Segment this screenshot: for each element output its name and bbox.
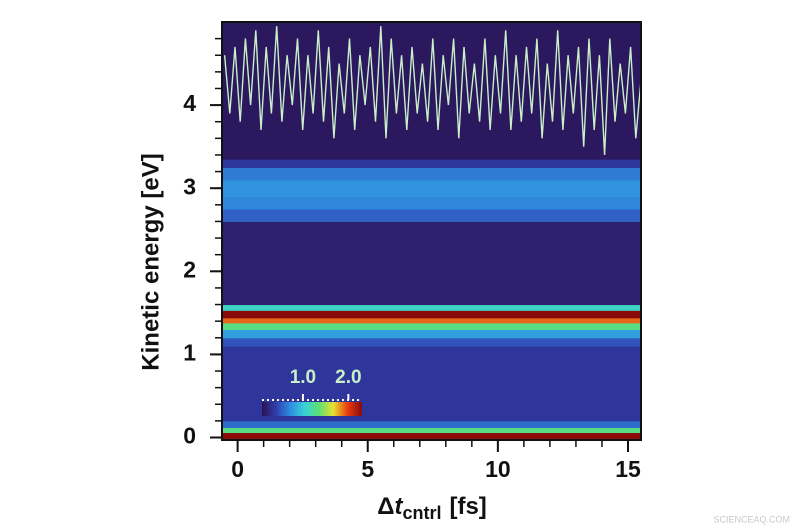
heatmap-band xyxy=(222,420,641,429)
heatmap-band xyxy=(222,196,641,210)
heatmap-band xyxy=(222,329,641,339)
heatmap-band xyxy=(222,322,641,330)
y-tick-label: 4 xyxy=(183,90,196,116)
x-label-delta: Δ xyxy=(377,493,394,520)
x-label-subscript: cntrl xyxy=(402,503,441,523)
x-label-unit: [fs] xyxy=(449,493,486,520)
x-tick-label: 15 xyxy=(615,456,641,482)
heatmap-band xyxy=(222,167,641,181)
y-tick-label: 1 xyxy=(183,339,196,365)
watermark: SCIENCEAQ.COM xyxy=(713,514,790,524)
heatmap-band xyxy=(222,304,641,311)
y-axis-label: Kinetic energy [eV] xyxy=(137,153,164,370)
plot-frame xyxy=(221,21,642,441)
x-label-symbol: t xyxy=(394,493,403,520)
trace-line xyxy=(223,26,641,156)
colorbar-tick-label: 2.0 xyxy=(335,367,361,388)
heatmap-band xyxy=(222,159,641,168)
heatmap-band xyxy=(222,317,641,324)
x-axis-label: Δtcntrl [fs] xyxy=(377,493,487,522)
y-tick-label: 0 xyxy=(183,423,196,449)
y-tick-label: 2 xyxy=(183,256,196,282)
colorbar xyxy=(262,402,362,416)
heatmap-band xyxy=(222,432,641,440)
heatmap-band xyxy=(222,310,641,319)
x-tick-label: 10 xyxy=(485,456,511,482)
colorbar-tick-label: 1.0 xyxy=(290,367,316,388)
heatmap-band xyxy=(222,208,641,222)
heatmap-band xyxy=(222,179,641,198)
y-tick-label: 3 xyxy=(183,173,196,199)
heatmap-band xyxy=(222,221,641,306)
x-tick-label: 0 xyxy=(231,456,244,482)
plot-area xyxy=(222,22,641,440)
x-tick-label: 5 xyxy=(361,456,374,482)
heatmap-band xyxy=(222,337,641,347)
heatmap-band xyxy=(222,427,641,434)
